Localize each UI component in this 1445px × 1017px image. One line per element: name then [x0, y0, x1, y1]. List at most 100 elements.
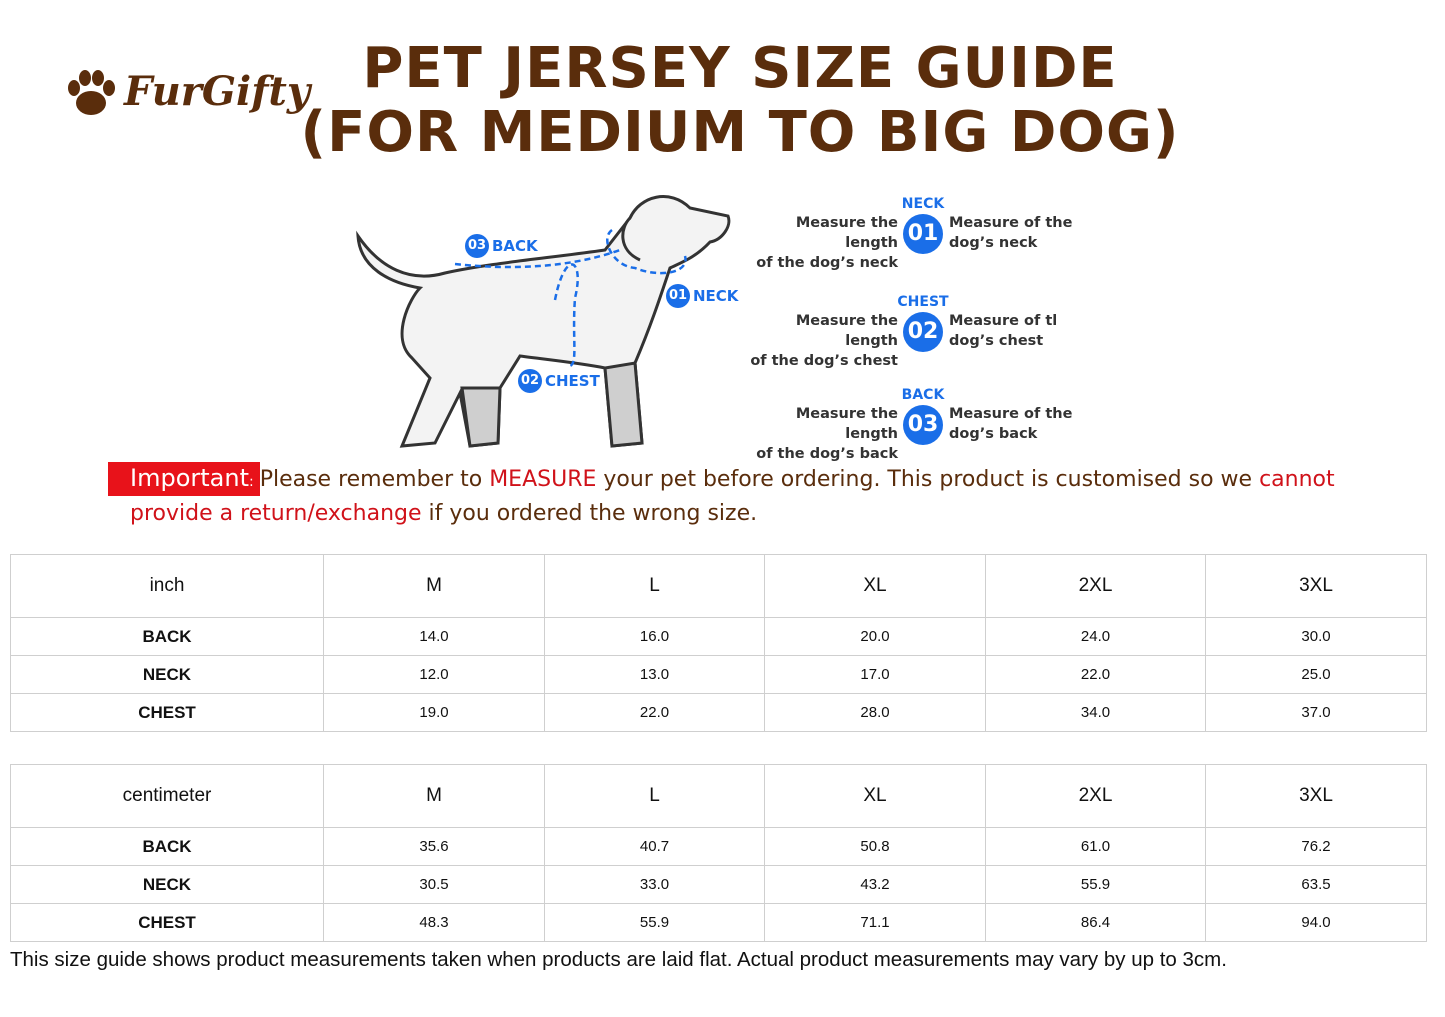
measure-left: Measure the length of the dog’s back [740, 404, 898, 464]
header-cell: M [323, 554, 545, 618]
header-cell: XL [764, 554, 986, 618]
table-row: BACK 14.0 16.0 20.0 24.0 30.0 [10, 617, 1427, 656]
measure-right: Measure of tl dog’s chest [949, 311, 1079, 351]
header-cell: M [323, 764, 545, 828]
measure-left: Measure the length of the dog’s neck [740, 213, 898, 273]
text-line: dog’s neck [949, 235, 1038, 251]
value-cell: 24.0 [985, 617, 1206, 656]
badge: 03 [465, 234, 489, 258]
text-line: of the dog’s neck [756, 255, 898, 271]
value-cell: 33.0 [544, 865, 765, 904]
logo: FurGifty [124, 68, 311, 115]
header-row: inch M L XL 2XL 3XL [10, 554, 1427, 618]
text-line: Measure of the [949, 215, 1073, 231]
value-cell: 13.0 [544, 655, 765, 694]
label: BACK [492, 237, 538, 255]
measure-heading: CHEST [897, 294, 949, 310]
value-cell: 43.2 [764, 865, 986, 904]
text-line: Measure the length [795, 406, 898, 442]
value-cell: 25.0 [1205, 655, 1427, 694]
value-cell: 30.0 [1205, 617, 1427, 656]
value-cell: 71.1 [764, 903, 986, 942]
value-cell: 55.9 [544, 903, 765, 942]
text-line: dog’s chest [949, 333, 1044, 349]
value-cell: 37.0 [1205, 693, 1427, 732]
value-cell: 19.0 [323, 693, 545, 732]
table-row: CHEST 19.0 22.0 28.0 34.0 37.0 [10, 693, 1427, 732]
value-cell: 34.0 [985, 693, 1206, 732]
row-header: BACK [10, 617, 324, 656]
table-row: BACK 35.6 40.7 50.8 61.0 76.2 [10, 827, 1427, 866]
header-cell: L [544, 764, 765, 828]
diagram-label: 01 NECK [666, 284, 738, 308]
value-cell: 20.0 [764, 617, 986, 656]
value-cell: 40.7 [544, 827, 765, 866]
text-line: Measure the length [795, 215, 898, 251]
value-cell: 94.0 [1205, 903, 1427, 942]
measure-heading: BACK [901, 387, 945, 403]
header-cell: centimeter [10, 764, 324, 828]
title-line: (FOR MEDIUM TO BIG DOG) [300, 100, 1180, 165]
title-line: PET JERSEY SIZE GUIDE [362, 36, 1118, 101]
value-cell: 22.0 [985, 655, 1206, 694]
value-cell: 76.2 [1205, 827, 1427, 866]
header-cell: L [544, 554, 765, 618]
size-table: inch M L XL 2XL 3XL BACK 14.0 16.0 20.0 24.0 30.0 NE… [10, 554, 1427, 732]
row-header: CHEST [10, 693, 324, 732]
size-table: centimeter M L XL 2XL 3XL BACK 35.6 40.7 50.8 61.0… [10, 764, 1427, 942]
diagram-label: 03 BACK [465, 234, 538, 258]
text-line: dog’s back [949, 426, 1038, 442]
text-line: Measure of tl [949, 313, 1058, 329]
value-cell: 55.9 [985, 865, 1206, 904]
text-line: Measure the length [795, 313, 898, 349]
table-row: NECK 30.5 33.0 43.2 55.9 63.5 [10, 865, 1427, 904]
measure-heading: NECK [901, 196, 945, 212]
value-cell: 28.0 [764, 693, 986, 732]
value-cell: 50.8 [764, 827, 986, 866]
label: NECK [693, 287, 739, 305]
value-cell: 14.0 [323, 617, 545, 656]
value-cell: 35.6 [323, 827, 545, 866]
measure-number: 03 [903, 405, 943, 445]
row-header: CHEST [10, 903, 324, 942]
table-row: CHEST 48.3 55.9 71.1 86.4 94.0 [10, 903, 1427, 942]
footnote: This size guide shows product measuremen… [10, 948, 1227, 971]
notice: Important: Please remember to MEASURE you… [108, 462, 1348, 530]
badge: 02 [518, 369, 542, 393]
value-cell: 22.0 [544, 693, 765, 732]
value-cell: 48.3 [323, 903, 545, 942]
diagram-label: 02 CHEST [518, 369, 600, 393]
measure-right: Measure of the dog’s back [949, 404, 1079, 444]
header-cell: 3XL [1205, 554, 1427, 618]
measure-left: Measure the length of the dog’s chest [740, 311, 898, 371]
header-cell: XL [764, 764, 986, 828]
value-cell: 86.4 [985, 903, 1206, 942]
badge: 01 [666, 284, 690, 308]
row-header: NECK [10, 865, 324, 904]
paw-icon [68, 70, 115, 115]
header-cell: 3XL [1205, 764, 1427, 828]
table-row: NECK 12.0 13.0 17.0 22.0 25.0 [10, 655, 1427, 694]
value-cell: 61.0 [985, 827, 1206, 866]
value-cell: 16.0 [544, 617, 765, 656]
label: CHEST [545, 372, 600, 390]
header-cell: 2XL [985, 554, 1206, 618]
header-cell: 2XL [985, 764, 1206, 828]
value-cell: 63.5 [1205, 865, 1427, 904]
notice-label: Important: [108, 462, 260, 496]
row-header: NECK [10, 655, 324, 694]
value-cell: 30.5 [323, 865, 545, 904]
measure-number: 01 [903, 214, 943, 254]
measure-number: 02 [903, 312, 943, 352]
row-header: BACK [10, 827, 324, 866]
header-cell: inch [10, 554, 324, 618]
dog-illustration [356, 195, 731, 448]
text-line: of the dog’s back [756, 446, 898, 462]
text-line: of the dog’s chest [750, 353, 898, 369]
value-cell: 12.0 [323, 655, 545, 694]
measure-right: Measure of the dog’s neck [949, 213, 1079, 253]
text-line: Measure of the [949, 406, 1073, 422]
header-row: centimeter M L XL 2XL 3XL [10, 764, 1427, 828]
value-cell: 17.0 [764, 655, 986, 694]
